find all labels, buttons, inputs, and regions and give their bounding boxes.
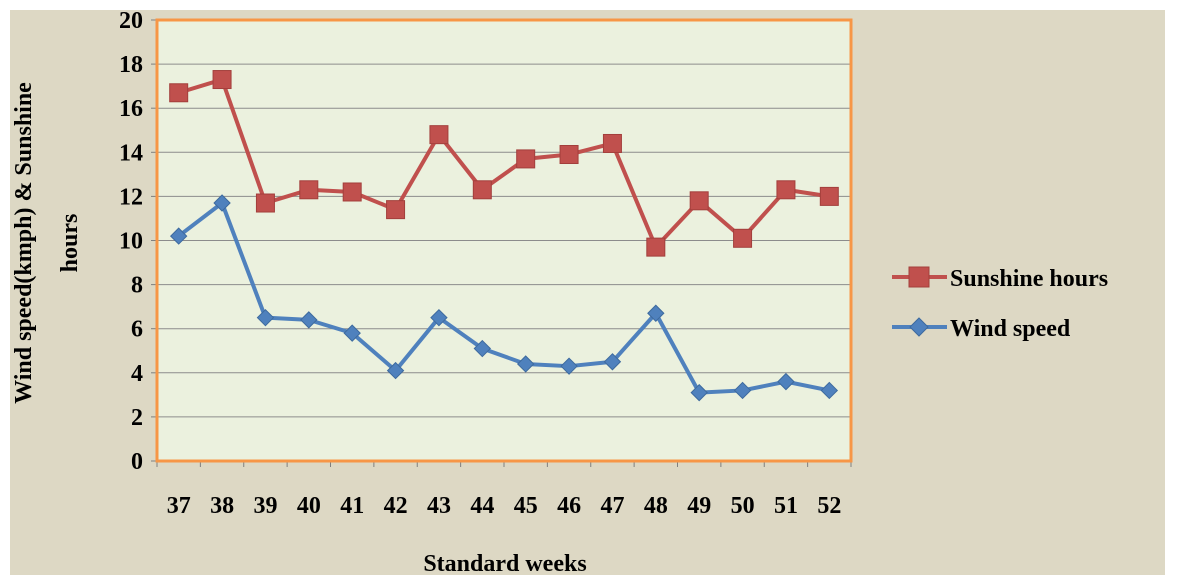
data-point-wind-speed [169, 227, 188, 245]
x-tick-label: 44 [470, 493, 494, 519]
data-point-sunshine-hours [733, 228, 753, 248]
plot-border [155, 18, 853, 463]
data-point-wind-speed [777, 372, 795, 391]
y-tick-label: 20 [119, 8, 143, 34]
x-tick-label: 52 [817, 493, 841, 519]
y-tick-label: 6 [131, 317, 143, 343]
x-tick-label: 42 [384, 493, 408, 519]
x-tick-label: 49 [687, 493, 711, 519]
x-tick-label: 51 [774, 493, 798, 519]
data-point-wind-speed [256, 308, 275, 327]
data-point-wind-speed [213, 194, 231, 212]
data-point-sunshine-hours [299, 180, 319, 200]
x-tick-label: 37 [167, 493, 191, 519]
data-point-wind-speed [473, 339, 492, 358]
x-tick-label: 48 [644, 493, 668, 519]
x-tick-label: 41 [340, 493, 364, 519]
data-point-wind-speed [430, 308, 448, 327]
data-point-wind-speed [343, 324, 361, 342]
legend: Sunshine hours Wind speed [892, 266, 1108, 342]
data-point-sunshine-hours [342, 182, 362, 202]
y-tick-label: 0 [131, 449, 143, 475]
data-point-wind-speed [820, 381, 839, 400]
data-point-sunshine-hours [819, 186, 839, 206]
y-tick-label: 16 [119, 96, 143, 122]
y-tick-label: 12 [119, 184, 143, 210]
y-axis-title-line-1: Wind speed(kmph) & Sunshine [11, 82, 37, 404]
data-point-wind-speed [300, 311, 318, 329]
series-group [169, 70, 839, 402]
series-line-wind-speed [177, 201, 830, 395]
y-tick-label: 2 [131, 405, 143, 431]
data-point-sunshine-hours [689, 191, 709, 211]
data-point-sunshine-hours [559, 145, 579, 165]
data-point-sunshine-hours [169, 83, 189, 103]
data-point-sunshine-hours [472, 180, 492, 200]
data-point-wind-speed [690, 383, 708, 402]
y-tick-label: 4 [131, 361, 143, 387]
legend-marker [909, 317, 929, 337]
y-tick-label: 18 [119, 52, 143, 78]
x-tick-label: 50 [731, 493, 755, 519]
data-point-sunshine-hours [386, 200, 406, 220]
y-tick-label: 14 [119, 140, 143, 166]
data-point-wind-speed [733, 381, 752, 400]
series-sunshine-hours [169, 70, 839, 257]
legend-item-wind-speed: Wind speed [892, 316, 1071, 342]
y-tick-label: 10 [119, 229, 143, 255]
data-point-wind-speed [603, 353, 622, 371]
data-point-wind-speed [560, 357, 578, 375]
data-point-wind-speed [516, 355, 535, 373]
x-tick-label: 46 [557, 493, 581, 519]
x-tick-label: 47 [600, 493, 624, 519]
series-line-sunshine-hours [178, 77, 830, 250]
x-tick-label: 45 [514, 493, 538, 519]
series-wind-speed [169, 194, 839, 402]
legend-label: Sunshine hours [950, 266, 1108, 292]
y-tick-label: 8 [131, 273, 143, 299]
data-point-wind-speed [647, 304, 665, 322]
legend-item-sunshine-hours: Sunshine hours [892, 266, 1108, 292]
y-axis-title-line-2: hours [57, 214, 83, 273]
legend-marker [908, 266, 930, 288]
y-axis-title: Wind speed(kmph) & Sunshine hours [11, 82, 83, 404]
data-point-sunshine-hours [646, 237, 666, 257]
x-axis-title: Standard weeks [423, 551, 586, 575]
x-tick-label: 40 [297, 493, 321, 519]
legend-label: Wind speed [950, 316, 1071, 342]
data-point-wind-speed [386, 361, 405, 380]
x-tick-label: 39 [253, 493, 277, 519]
data-point-sunshine-hours [516, 149, 536, 169]
data-point-sunshine-hours [212, 70, 232, 90]
x-tick-label: 43 [427, 493, 451, 519]
data-point-sunshine-hours [429, 125, 449, 145]
data-point-sunshine-hours [602, 133, 622, 153]
data-point-sunshine-hours [255, 193, 275, 213]
x-tick-label: 38 [210, 493, 234, 519]
data-point-sunshine-hours [776, 180, 796, 200]
